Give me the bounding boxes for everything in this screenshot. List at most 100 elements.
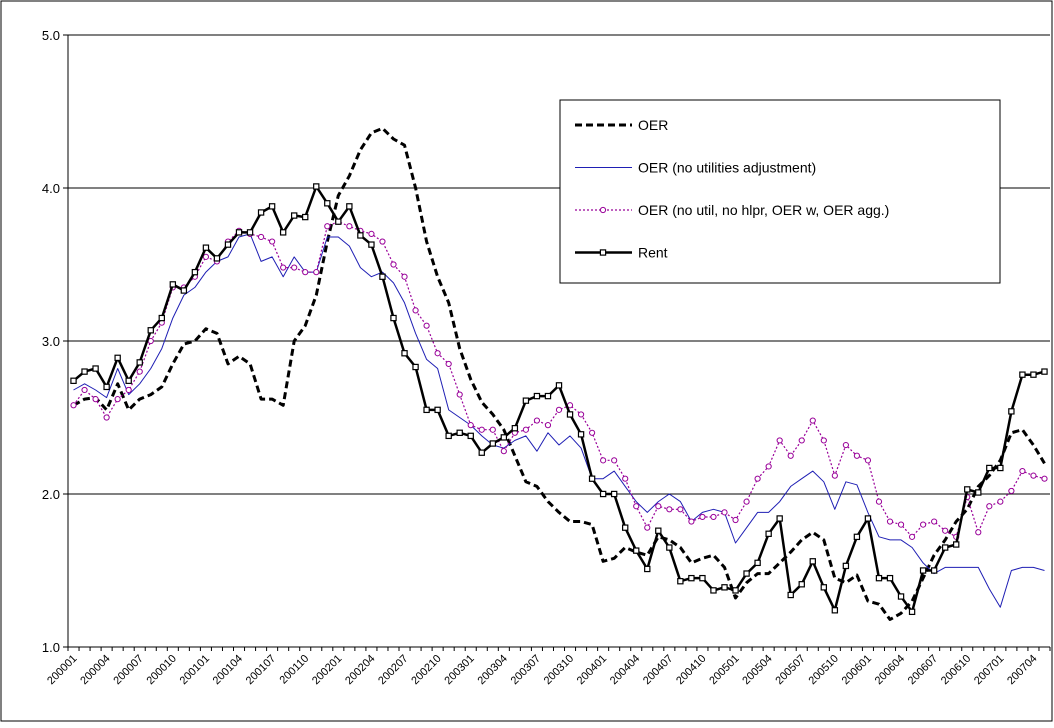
data-point: [765, 463, 772, 470]
series-line: [72, 126, 1046, 621]
data-point: [390, 314, 397, 322]
data-point: [445, 360, 452, 368]
data-point: [688, 518, 695, 525]
data-point: [677, 578, 684, 585]
data-point: [81, 386, 88, 394]
data-point: [257, 233, 265, 241]
data-point: [324, 200, 331, 207]
data-point: [942, 527, 949, 534]
data-point: [70, 402, 77, 409]
data-point: [699, 513, 706, 521]
data-point: [1030, 472, 1037, 479]
data-point: [324, 223, 331, 230]
data-point: [710, 513, 717, 521]
y-tick-label: 1.0: [42, 640, 60, 655]
data-point: [931, 518, 938, 525]
data-point: [666, 506, 673, 513]
data-point: [743, 570, 750, 577]
data-point: [445, 432, 452, 440]
data-point: [611, 457, 618, 464]
data-point: [489, 426, 496, 433]
data-point: [456, 429, 463, 437]
data-point: [622, 524, 629, 531]
data-point: [1019, 467, 1026, 475]
data-point: [633, 503, 640, 510]
data-point: [423, 406, 430, 414]
data-point: [70, 377, 77, 384]
data-point: [125, 377, 132, 384]
data-point: [478, 449, 485, 456]
data-point: [842, 441, 849, 449]
data-point: [831, 472, 838, 479]
data-point: [368, 241, 375, 248]
data-point: [357, 232, 364, 239]
data-point: [368, 230, 375, 237]
data-point: [677, 506, 684, 513]
data-point: [941, 544, 949, 551]
y-tick-label: 2.0: [42, 487, 60, 502]
data-point: [798, 581, 805, 588]
data-point: [688, 574, 695, 582]
data-point: [787, 452, 794, 459]
data-point: [820, 437, 827, 444]
data-point: [853, 452, 861, 459]
data-point: [313, 183, 320, 190]
data-point: [379, 273, 386, 280]
data-point: [633, 547, 640, 554]
data-point: [423, 322, 430, 329]
data-point: [610, 490, 618, 498]
legend-marker: [599, 249, 607, 256]
data-point: [125, 386, 132, 394]
legend-marker: [599, 206, 607, 214]
data-point: [114, 396, 121, 403]
data-point: [721, 509, 728, 516]
series-line: [73, 221, 1045, 538]
data-point: [997, 498, 1004, 505]
legend-label: OER: [638, 117, 668, 133]
y-tick-label: 4.0: [42, 181, 60, 196]
data-point: [765, 530, 772, 537]
legend-label: OER (no util, no hlpr, OER w, OER agg.): [638, 202, 889, 218]
data-point: [875, 574, 883, 582]
data-point: [335, 218, 342, 225]
data-point: [291, 264, 298, 271]
data-point: [235, 229, 243, 236]
data-point: [279, 229, 287, 236]
data-point: [81, 368, 88, 375]
data-point: [169, 281, 177, 288]
data-point: [886, 518, 894, 525]
data-point: [1030, 371, 1037, 378]
data-point: [500, 434, 508, 441]
data-point: [136, 359, 143, 366]
data-point: [246, 229, 254, 236]
data-point: [853, 533, 861, 541]
data-point: [522, 397, 530, 404]
data-point: [599, 490, 607, 498]
data-point: [158, 314, 165, 322]
data-point: [1041, 475, 1048, 482]
data-point: [103, 383, 110, 391]
data-point: [809, 558, 816, 565]
data-point: [864, 457, 872, 464]
data-point: [147, 327, 154, 334]
data-point: [114, 354, 121, 362]
data-point: [699, 574, 706, 582]
data-point: [622, 475, 629, 482]
data-point: [644, 565, 651, 573]
data-point: [975, 529, 982, 536]
data-point: [919, 567, 927, 574]
data-point: [721, 584, 728, 591]
y-tick-label: 3.0: [42, 334, 60, 349]
data-point: [544, 392, 552, 400]
data-point: [986, 503, 993, 510]
data-point: [522, 426, 529, 433]
data-point: [820, 584, 828, 591]
data-point: [589, 429, 596, 436]
data-point: [732, 587, 739, 594]
data-point: [269, 238, 276, 245]
data-point: [346, 203, 353, 210]
data-point: [434, 350, 441, 357]
data-point: [92, 396, 99, 403]
